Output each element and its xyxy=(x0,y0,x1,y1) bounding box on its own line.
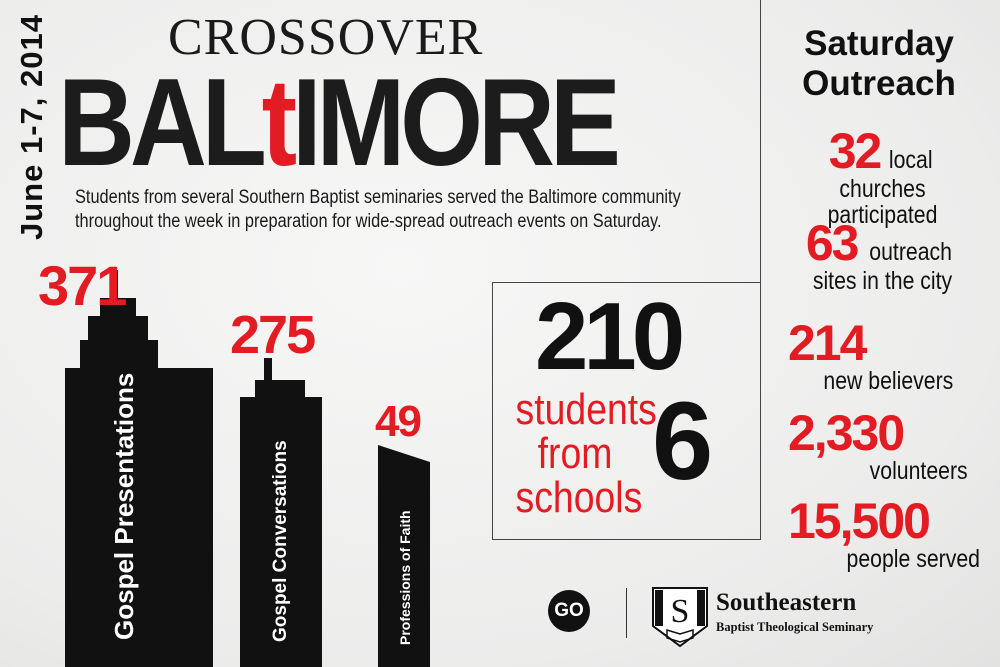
stat-label-line: volunteers xyxy=(869,457,968,485)
logo-divider xyxy=(626,588,627,638)
stat-people-served: 15,500 people served xyxy=(788,496,1000,572)
building-professions xyxy=(378,445,430,667)
stat-sites: 63 outreach sites in the city xyxy=(770,218,995,294)
stat-value: 2,330 xyxy=(788,405,905,461)
stat-label-line: new believers xyxy=(823,367,954,395)
stat-label: local xyxy=(888,146,933,174)
title-part: IMORE xyxy=(292,54,621,192)
seal-letter: S xyxy=(671,593,690,630)
building-conversations xyxy=(240,358,322,667)
title-part: BAL xyxy=(58,54,267,192)
title-crossover: CROSSOVER xyxy=(168,9,484,66)
stat-label-line: churches participated xyxy=(827,175,938,229)
seminary-seal-icon: S xyxy=(652,587,708,648)
stat-value: 214 xyxy=(788,315,867,371)
go-logo: GO xyxy=(548,590,590,632)
stat-believers: 214 new believers xyxy=(788,318,1000,394)
stat-value: 15,500 xyxy=(788,493,931,549)
stat-label: outreach xyxy=(869,238,952,266)
seminary-name: Southeastern xyxy=(716,589,857,616)
conversations-value: 275 xyxy=(230,305,316,365)
stat-label-line: sites in the city xyxy=(812,267,953,295)
stat-value: 32 xyxy=(828,123,883,179)
presentations-label: Gospel Presentations xyxy=(109,372,139,640)
schools-count: 6 xyxy=(652,380,714,503)
stat-volunteers: 2,330 volunteers xyxy=(788,408,1000,484)
label-line: students xyxy=(515,385,657,434)
professions-value: 49 xyxy=(375,397,422,446)
divider-vertical xyxy=(760,0,761,540)
cross-letter: t xyxy=(261,54,298,192)
label-line: from xyxy=(537,429,613,478)
students-label: students from schools xyxy=(515,385,657,522)
conversations-label: Gospel Conversations xyxy=(270,440,291,642)
skyline-buildings xyxy=(65,270,430,667)
professions-label: Professions of Faith xyxy=(397,510,413,645)
description: Students from several Southern Baptist s… xyxy=(75,187,681,232)
seminary-subtitle: Baptist Theological Seminary xyxy=(716,620,874,634)
building-presentations xyxy=(65,270,213,667)
stat-label-line: people served xyxy=(846,545,981,573)
presentations-value: 371 xyxy=(38,254,127,317)
saturday-title: Saturday Outreach xyxy=(802,24,956,103)
stat-churches: 32 local churches participated xyxy=(770,126,995,228)
students-count: 210 xyxy=(535,283,685,390)
students-box xyxy=(492,282,760,540)
title-baltimore: BALtIMORE xyxy=(58,61,621,185)
stat-value: 63 xyxy=(805,215,860,271)
label-line: schools xyxy=(515,473,643,522)
